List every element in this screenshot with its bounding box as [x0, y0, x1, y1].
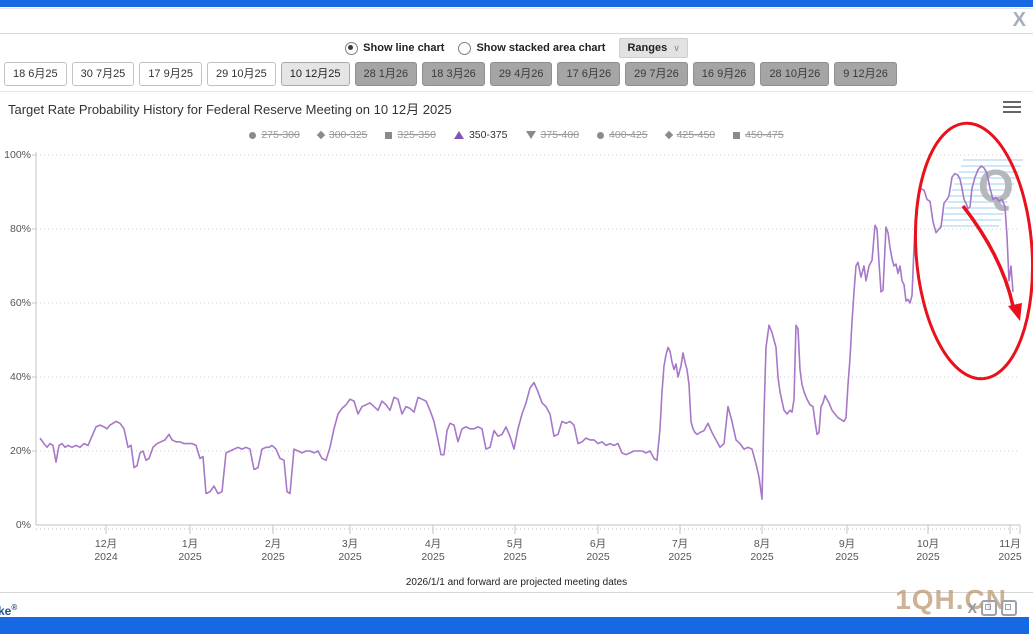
- y-axis-label-0%: 0%: [15, 519, 31, 531]
- stacked-chart-label: Show stacked area chart: [476, 42, 606, 54]
- ranges-dropdown[interactable]: Ranges ∨: [619, 38, 688, 58]
- x-axis-label-7月-2025: 7月 2025: [668, 538, 692, 563]
- series-line-350-375: [39, 165, 1014, 500]
- x-axis-label-2月-2025: 2月 2025: [261, 538, 285, 563]
- legend-item-375-400[interactable]: 375-400: [525, 129, 580, 141]
- legend-item-275-300[interactable]: 275-300: [249, 129, 300, 141]
- diamond-marker-icon: [664, 130, 673, 140]
- y-axis-label-20%: 20%: [9, 445, 31, 457]
- stacked-chart-option[interactable]: Show stacked area chart: [458, 41, 606, 55]
- legend-item-325-350[interactable]: 325-350: [385, 129, 436, 141]
- legend-item-425-450[interactable]: 425-450: [664, 129, 716, 141]
- circle-marker-icon: [249, 131, 257, 139]
- y-axis-label-100%: 100%: [4, 149, 31, 161]
- header-divider: [0, 33, 1033, 34]
- close-icon[interactable]: X: [1012, 9, 1026, 31]
- legend-label: 350-375: [468, 129, 508, 141]
- date-tab-29-4月26[interactable]: 29 4月26: [489, 62, 553, 86]
- ranges-label: Ranges: [627, 42, 668, 54]
- chart-legend: 275-300 300-325 325-350 350-375 375-400 400-4…: [0, 129, 1033, 141]
- bottom-accent-bar: [0, 617, 1029, 634]
- legend-label: 300-325: [328, 129, 368, 141]
- line-chart-label: Show line chart: [363, 42, 445, 54]
- chevron-down-icon: ∨: [673, 42, 680, 53]
- triangle-down-marker-icon: [525, 131, 536, 139]
- date-tabs: 18 6月25 30 7月25 17 9月25 29 10月25 10 12月25 28 …: [4, 62, 1029, 86]
- date-tab-28-10月26[interactable]: 28 10月26: [760, 62, 830, 86]
- x-axis-label-9月-2025: 9月 2025: [835, 538, 859, 563]
- red-arrowhead-annotation: [1008, 303, 1022, 321]
- x-axis-label-12月-2024: 12月 2024: [94, 538, 118, 563]
- diamond-marker-icon: [316, 130, 326, 140]
- circle-marker-icon: [597, 131, 605, 139]
- legend-label: 325-350: [397, 129, 436, 141]
- top-strip-divider: [0, 8, 1033, 9]
- triangle-up-marker-icon: [453, 131, 464, 139]
- legend-item-450-475[interactable]: 450-475: [733, 129, 784, 141]
- date-tab-29-7月26[interactable]: 29 7月26: [625, 62, 688, 86]
- date-tab-9-12月26[interactable]: 9 12月26: [834, 62, 897, 86]
- x-axis-label-10月-2025: 10月 2025: [916, 538, 940, 563]
- date-tab-18-6月25[interactable]: 18 6月25: [4, 62, 67, 86]
- x-axis-label-11月-2025: 11月 2025: [998, 538, 1022, 563]
- share-icons: X: [968, 600, 1017, 616]
- footer-divider: [0, 592, 1033, 593]
- date-tab-17-9月25[interactable]: 17 9月25: [139, 62, 202, 86]
- x-axis-label-1月-2025: 1月 2025: [178, 538, 202, 563]
- legend-label: 375-400: [540, 129, 580, 141]
- square-marker-icon: [385, 131, 393, 139]
- line-chart-radio[interactable]: [345, 41, 359, 55]
- x-axis-label-3月-2025: 3月 2025: [338, 538, 362, 563]
- y-axis-label-40%: 40%: [9, 371, 31, 383]
- site-logo-partial: ke®: [0, 603, 18, 618]
- x-axis-label-4月-2025: 4月 2025: [421, 538, 445, 563]
- registered-mark: ®: [11, 603, 18, 612]
- share-icon-2[interactable]: [1001, 600, 1017, 616]
- x-icon[interactable]: X: [967, 600, 977, 616]
- chart-menu-button[interactable]: [1003, 101, 1021, 113]
- x-axis-label-5月-2025: 5月 2025: [503, 538, 527, 563]
- y-axis-label-60%: 60%: [9, 297, 31, 309]
- chart-title: Target Rate Probability History for Fede…: [8, 102, 452, 117]
- legend-item-400-425[interactable]: 400-425: [597, 129, 648, 141]
- legend-label: 450-475: [745, 129, 784, 141]
- chart-type-controls: Show line chart Show stacked area chart …: [0, 36, 1033, 60]
- date-tab-17-6月26[interactable]: 17 6月26: [557, 62, 621, 86]
- x-axis-label-6月-2025: 6月 2025: [586, 538, 610, 563]
- hamburger-icon: [1003, 101, 1021, 103]
- date-tab-16-9月26[interactable]: 16 9月26: [692, 62, 756, 86]
- date-tab-10-12月25[interactable]: 10 12月25: [280, 62, 350, 86]
- top-accent-bar: [0, 0, 1033, 7]
- date-tab-28-1月26[interactable]: 28 1月26: [354, 62, 418, 86]
- square-marker-icon: [733, 131, 741, 139]
- stacked-chart-radio[interactable]: [458, 41, 472, 55]
- line-chart-option[interactable]: Show line chart: [345, 41, 445, 55]
- legend-label: 400-425: [609, 129, 648, 141]
- chart-footnote: 2026/1/1 and forward are projected meeti…: [405, 577, 628, 588]
- legend-label: 275-300: [261, 129, 300, 141]
- y-axis-label-80%: 80%: [9, 223, 31, 235]
- share-icon-1[interactable]: [981, 600, 997, 616]
- date-tab-29-10月25[interactable]: 29 10月25: [206, 62, 276, 86]
- x-axis-label-8月-2025: 8月 2025: [750, 538, 774, 563]
- chart-card-divider: [0, 91, 1033, 92]
- q-watermark: Q: [978, 160, 1014, 212]
- legend-label: 425-450: [676, 129, 716, 141]
- legend-item-300-325[interactable]: 300-325: [316, 129, 368, 141]
- date-tab-18-3月26[interactable]: 18 3月26: [422, 62, 485, 86]
- legend-item-350-375[interactable]: 350-375: [453, 129, 508, 141]
- date-tab-30-7月25[interactable]: 30 7月25: [71, 62, 135, 86]
